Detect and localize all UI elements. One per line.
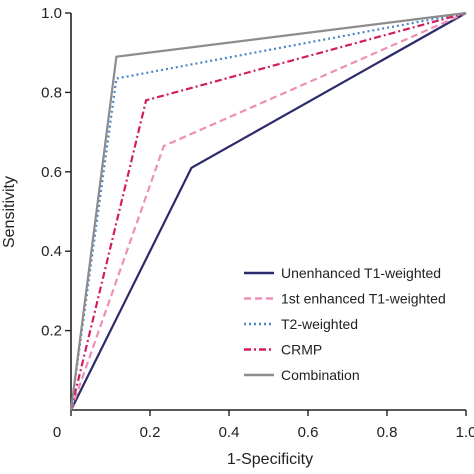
y-tick-label: 1.0 xyxy=(41,5,62,22)
x-tick-label: 0.4 xyxy=(219,424,240,441)
legend-label-3: CRMP xyxy=(281,342,322,358)
legend: Unenhanced T1-weighted 1st enhanced T1-we… xyxy=(244,265,446,383)
legend-label-4: Combination xyxy=(281,367,360,383)
x-axis-label: 1-Specificity xyxy=(227,451,313,468)
y-tick-label: 0.6 xyxy=(41,164,62,181)
series-line-2 xyxy=(69,11,467,411)
legend-label-2: T2-weighted xyxy=(281,316,358,332)
series-lines xyxy=(69,11,467,411)
y-axis-label: Sensitivity xyxy=(1,176,18,248)
series-line-4 xyxy=(69,11,467,411)
legend-label-0: Unenhanced T1-weighted xyxy=(281,265,441,281)
y-tick-label: 0.2 xyxy=(41,323,62,340)
ticks: 0.2 0.4 0.6 0.8 1.0 0 0.2 0.4 0.6 0.8 1.0 xyxy=(41,5,474,441)
x-tick-label: 0 xyxy=(53,424,61,441)
axes xyxy=(70,13,466,411)
legend-label-1: 1st enhanced T1-weighted xyxy=(281,291,446,307)
x-tick-label: 0.6 xyxy=(298,424,319,441)
x-tick-label: 0.2 xyxy=(140,424,161,441)
series-line-1 xyxy=(69,11,467,411)
x-tick-label: 1.0 xyxy=(456,424,474,441)
y-tick-label: 0.8 xyxy=(41,84,62,101)
x-tick-label: 0.8 xyxy=(377,424,398,441)
series-line-0 xyxy=(70,12,467,411)
series-line-3 xyxy=(69,11,467,411)
y-tick-label: 0.4 xyxy=(41,243,62,260)
